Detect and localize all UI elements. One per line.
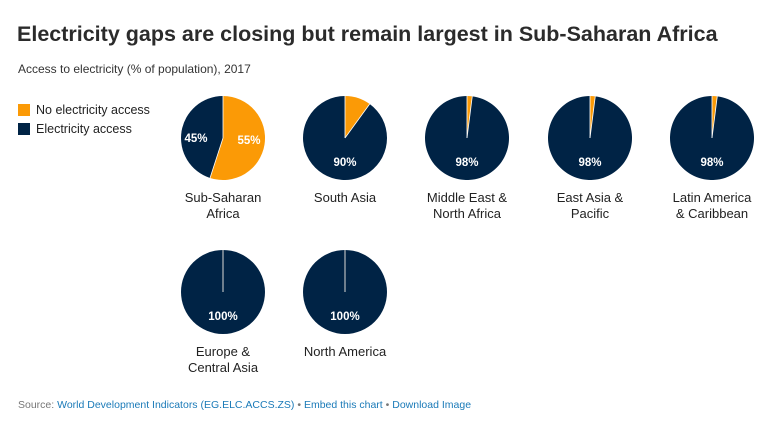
pie-category-label-line: North America: [303, 344, 387, 359]
pie-data-label-access: 98%: [455, 157, 478, 169]
legend-label-no-access: No electricity access: [36, 102, 150, 117]
pie-category-label-line: North Africa: [433, 206, 501, 221]
pie-category-label-line: East Asia &: [556, 190, 624, 205]
pie-category-label: Sub-Saharan Africa: [148, 190, 298, 222]
footer-separator: •: [382, 399, 393, 411]
pie-category-label: Latin America & Caribbean: [637, 190, 764, 222]
footer-separator: •: [294, 399, 304, 411]
pie-category-label-line: Europe &: [195, 344, 251, 359]
chart-subtitle: Access to electricity (% of population),…: [18, 62, 251, 76]
pie-data-label-access: 100%: [330, 311, 359, 323]
pie-slice-access: [181, 96, 223, 178]
pie-chart: 100%: [301, 248, 389, 336]
legend-item-no-access: No electricity access: [18, 101, 150, 118]
pie-category-label-line: Africa: [206, 206, 240, 221]
embed-chart-link[interactable]: Embed this chart: [303, 399, 383, 411]
legend-item-access: Electricity access: [18, 120, 150, 137]
pie-chart: 90%: [301, 94, 389, 182]
pie-category-label-line: Latin America: [672, 190, 752, 205]
pie-category-label: Middle East & North Africa: [392, 190, 542, 222]
pie-data-label-no-access: 55%: [237, 135, 260, 147]
pie-separator: [209, 137, 224, 179]
pie-data-label-access: 98%: [700, 157, 723, 169]
legend: No electricity access Electricity access: [18, 101, 150, 139]
pie-data-label-access: 45%: [184, 133, 207, 145]
pie-category-label-line: South Asia: [313, 190, 377, 205]
legend-swatch-no-access: [18, 103, 30, 116]
footer: Source: World Development Indicators (EG…: [18, 399, 471, 411]
pie-data-label-access: 90%: [333, 157, 356, 169]
legend-label-access: Electricity access: [36, 121, 132, 136]
pie-separator: [711, 96, 718, 139]
chart-title: Electricity gaps are closing but remain …: [17, 22, 718, 46]
pie-category-label-line: & Caribbean: [675, 206, 749, 221]
source-link[interactable]: World Development Indicators (EG.ELC.ACC…: [57, 399, 295, 411]
pie-category-label-line: Middle East &: [426, 190, 508, 205]
pie-category-label-line: Pacific: [570, 206, 610, 221]
source-prefix: Source:: [18, 399, 58, 411]
pie-category-label-line: Sub-Saharan: [184, 190, 262, 205]
pie-category-label: East Asia & Pacific: [515, 190, 665, 222]
pie-chart: 98%: [668, 94, 756, 182]
pie-category-label: Europe & Central Asia: [148, 344, 298, 376]
pie-chart: 98%: [546, 94, 634, 182]
pie-separator: [466, 96, 473, 139]
pie-chart: 98%: [423, 94, 511, 182]
pie-category-label-line: Central Asia: [187, 360, 259, 375]
download-image-link[interactable]: Download Image: [392, 399, 472, 411]
pie-chart: 45% 55%: [179, 94, 267, 182]
pie-category-label: South Asia: [270, 190, 420, 206]
legend-swatch-access: [18, 122, 30, 135]
pie-separator: [589, 96, 596, 139]
pie-data-label-access: 98%: [578, 157, 601, 169]
pie-category-label: North America: [270, 344, 420, 360]
pie-data-label-access: 100%: [208, 311, 237, 323]
pie-slice-no-access: [210, 96, 266, 180]
pie-slice-no-access: [345, 96, 370, 138]
pie-separator: [344, 103, 371, 139]
pie-chart: 100%: [179, 248, 267, 336]
